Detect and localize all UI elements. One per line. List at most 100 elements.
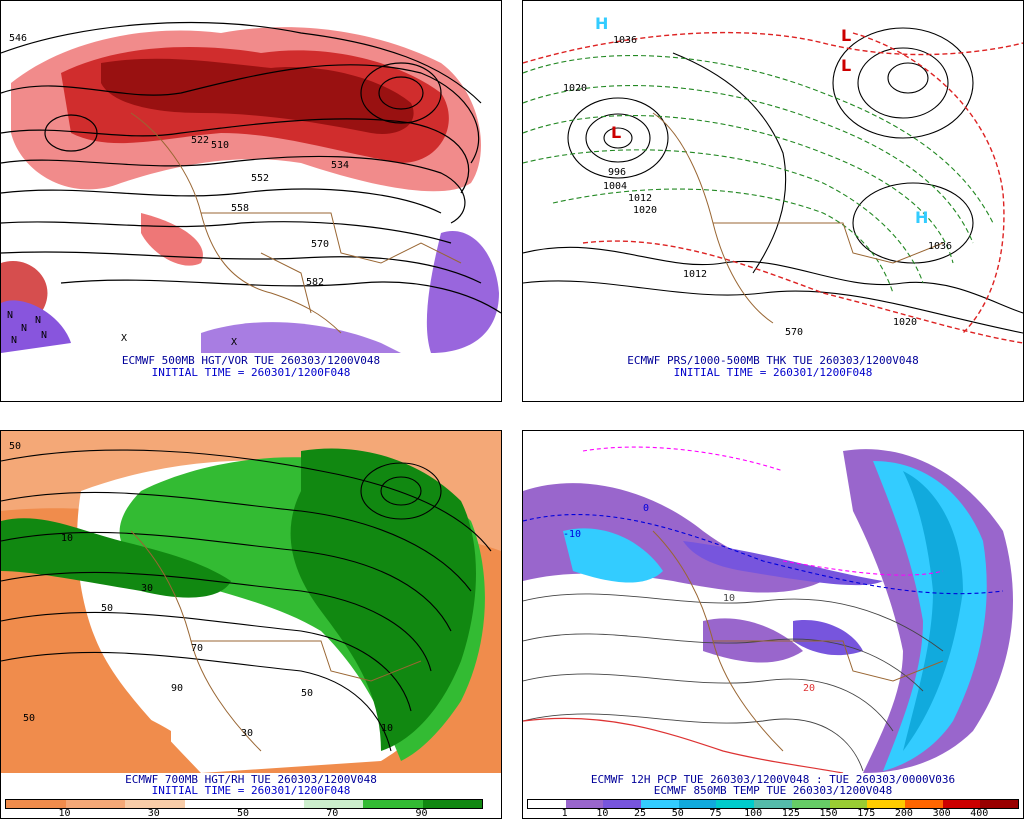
colorbar-segment — [829, 800, 868, 808]
vort-marker: N — [35, 315, 41, 326]
contour-label: 570 — [311, 239, 329, 250]
colorbar-segment — [244, 800, 304, 808]
colorbar-label: 75 — [709, 808, 722, 819]
caption-subtitle: ECMWF 850MB TEMP TUE 260303/1200V048 — [653, 784, 893, 797]
contour-label: 558 — [231, 203, 249, 214]
colorbar-segment — [942, 800, 981, 808]
colorbar-label: 100 — [744, 808, 763, 819]
colorbar-segment — [528, 800, 566, 808]
contour-label: 90 — [171, 683, 183, 694]
contour-label: 1020 — [563, 83, 587, 94]
colorbar-segment — [184, 800, 244, 808]
contour-label: 20 — [803, 683, 815, 694]
colorbar-label: 1 — [561, 808, 568, 819]
rh-colorbar — [5, 799, 483, 809]
colorbar-label: 150 — [819, 808, 838, 819]
vort-marker: X — [231, 337, 237, 348]
contour-label: 522 — [191, 135, 209, 146]
caption-initial-time: INITIAL TIME = 260301/1200F048 — [673, 366, 873, 379]
contour-label: 10 — [381, 723, 393, 734]
contour-label: 50 — [101, 603, 113, 614]
contour-label: 30 — [141, 583, 153, 594]
colorbar-label: 25 — [634, 808, 647, 819]
low-pressure-center: L — [841, 56, 851, 75]
precip-colorbar-labels: 1 10 25 50 75 100 125 150 175 200 300 400 — [527, 808, 1021, 820]
contour-label: 1012 — [683, 269, 707, 280]
colorbar-label: 50 — [671, 808, 684, 819]
contour-label: 10 — [723, 593, 735, 604]
contour-label: 996 — [608, 167, 626, 178]
precip-colorbar — [527, 799, 1019, 809]
colorbar-label: 10 — [596, 808, 609, 819]
vort-marker: X — [121, 333, 127, 344]
colorbar-segment — [904, 800, 943, 808]
colorbar-label: 90 — [415, 808, 428, 819]
colorbar-segment — [754, 800, 792, 808]
colorbar-label: 400 — [970, 808, 989, 819]
vort-marker: N — [11, 335, 17, 346]
colorbar-segment — [716, 800, 755, 808]
contour-label: 30 — [241, 728, 253, 739]
colorbar-label: 125 — [781, 808, 800, 819]
contour-label: 570 — [785, 327, 803, 338]
contour-label: 582 — [306, 277, 324, 288]
contour-label: 70 — [191, 643, 203, 654]
colorbar-segment — [791, 800, 830, 808]
colorbar-label: 200 — [894, 808, 913, 819]
colorbar-label: 300 — [932, 808, 951, 819]
colorbar-segment — [65, 800, 125, 808]
panel-700mb-hgt-rh: 50 10 30 50 70 90 50 30 10 50 ECMWF 700MB HGT/RH … — [0, 430, 502, 819]
vort-marker: N — [7, 310, 13, 321]
contour-label: 534 — [331, 160, 349, 171]
high-pressure-center: H — [595, 14, 608, 33]
vort-marker: N — [21, 323, 27, 334]
colorbar-segment — [422, 800, 482, 808]
panel-500mb-hgt-vor: 546 510 522 534 552 558 570 582 N N N N N X X ECMWF 50… — [0, 0, 502, 402]
colorbar-segment — [125, 800, 185, 808]
colorbar-segment — [303, 800, 363, 808]
colorbar-segment — [6, 800, 66, 808]
contour-label: 1036 — [928, 241, 952, 252]
contour-label: 0 — [643, 503, 649, 514]
caption-title: ECMWF 700MB HGT/RH TUE 260303/1200V048 — [125, 773, 377, 786]
caption-title: ECMWF PRS/1000-500MB THK TUE 260303/1200… — [627, 354, 919, 367]
contour-label: 552 — [251, 173, 269, 184]
contour-label: 1012 — [628, 193, 652, 204]
contour-label: 1020 — [633, 205, 657, 216]
low-pressure-center: L — [841, 26, 851, 45]
contour-label: 10 — [61, 533, 73, 544]
colorbar-label: 70 — [326, 808, 339, 819]
contour-label: -10 — [563, 529, 581, 540]
colorbar-label: 50 — [236, 808, 250, 819]
colorbar-label: 175 — [857, 808, 876, 819]
colorbar-segment — [678, 800, 717, 808]
colorbar-segment — [565, 800, 604, 808]
rh-colorbar-labels: 10 30 50 70 90 — [5, 808, 499, 820]
colorbar-segment — [603, 800, 642, 808]
contour-label: 1036 — [613, 35, 637, 46]
colorbar-segment — [867, 800, 905, 808]
panel-precip-850mb-temp: -10 0 10 20 ECMWF 12H PCP TUE 260303/1200V0… — [522, 430, 1024, 819]
colorbar-label: 30 — [147, 808, 160, 819]
contour-label: 546 — [9, 33, 27, 44]
caption-initial-time: INITIAL TIME = 260301/1200F048 — [151, 366, 351, 379]
contour-label: 50 — [23, 713, 35, 724]
contour-label: 50 — [9, 441, 21, 452]
colorbar-segment — [980, 800, 1018, 808]
caption-initial-time: INITIAL TIME = 260301/1200F048 — [151, 784, 351, 797]
contour-label: 1004 — [603, 181, 627, 192]
caption-title: ECMWF 500MB HGT/VOR TUE 260303/1200V048 — [121, 354, 381, 367]
low-pressure-center: L — [611, 123, 621, 142]
map-700mb-humidity: 50 10 30 50 70 90 50 30 10 50 — [1, 431, 501, 773]
colorbar-label: 10 — [58, 808, 71, 819]
contour-label: 510 — [211, 140, 229, 151]
map-precipitation: -10 0 10 20 — [523, 431, 1023, 773]
vort-marker: N — [41, 330, 47, 341]
colorbar-segment — [641, 800, 679, 808]
caption-title: ECMWF 12H PCP TUE 260303/1200V048 : TUE … — [590, 773, 956, 786]
contour-label: 1020 — [893, 317, 917, 328]
contour-label: 50 — [301, 688, 313, 699]
